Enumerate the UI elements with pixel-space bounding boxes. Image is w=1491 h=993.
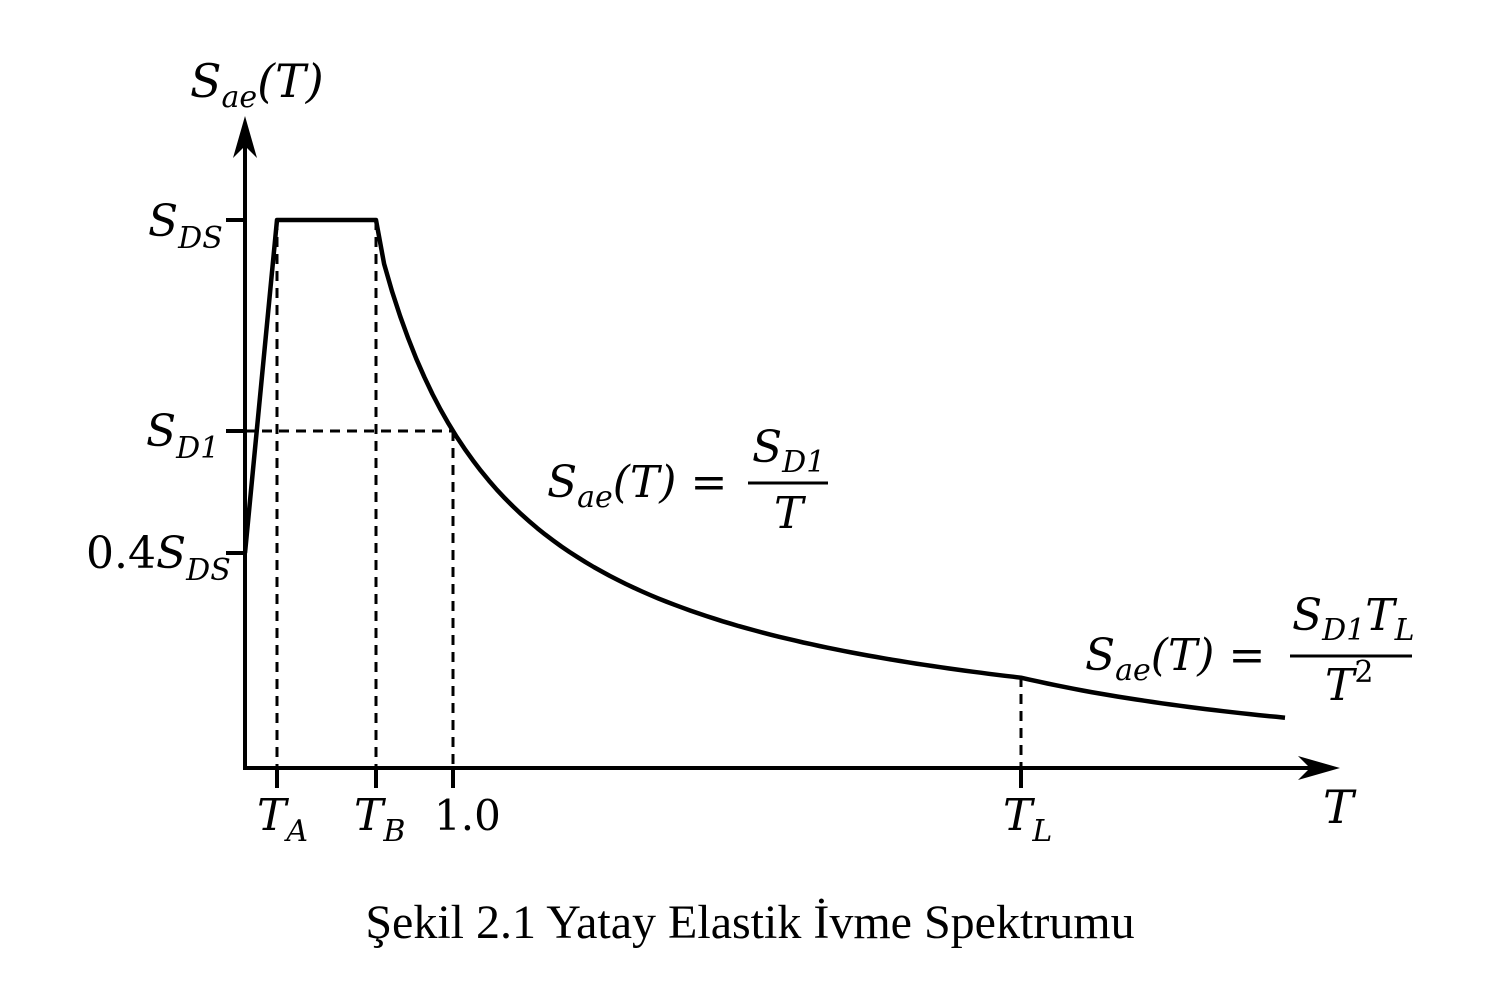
formula2-lhs: Sae(T) =	[1085, 630, 1265, 688]
y-axis-arrow	[233, 116, 257, 158]
reference-lines	[245, 220, 1023, 768]
x-axis-arrow	[1298, 756, 1340, 780]
x-label-tl: TL	[1003, 790, 1052, 849]
y-axis-label: Sae(T)	[190, 54, 324, 115]
spectrum-curve	[242, 217, 1286, 720]
figure-caption: Şekil 2.1 Yatay Elastik İvme Spektrumu	[365, 896, 1134, 949]
x-label-ta: TA	[257, 790, 308, 849]
y-label-sds: SDS	[148, 196, 223, 256]
formula1-lhs: Sae(T) =	[547, 457, 727, 515]
x-label-one: 1.0	[434, 791, 501, 840]
formula1-numerator: SD1	[752, 422, 825, 480]
formula-inverse-t-squared: Sae(T) = SD1TL T2	[1085, 590, 1415, 711]
x-axis-label: T	[1323, 780, 1357, 834]
formula1-denominator: T	[774, 488, 807, 539]
y-label-sd1: SD1	[146, 406, 219, 466]
y-tick-marks	[226, 218, 245, 555]
x-tick-marks	[275, 768, 1023, 788]
formula2-numerator: SD1TL	[1292, 590, 1415, 648]
formula-inverse-t: Sae(T) = SD1 T	[547, 422, 828, 539]
x-label-tb: TB	[354, 790, 405, 849]
y-label-04sds: 0.4SDS	[86, 528, 231, 588]
axes	[233, 116, 1340, 780]
formula2-denominator: T2	[1325, 655, 1373, 711]
